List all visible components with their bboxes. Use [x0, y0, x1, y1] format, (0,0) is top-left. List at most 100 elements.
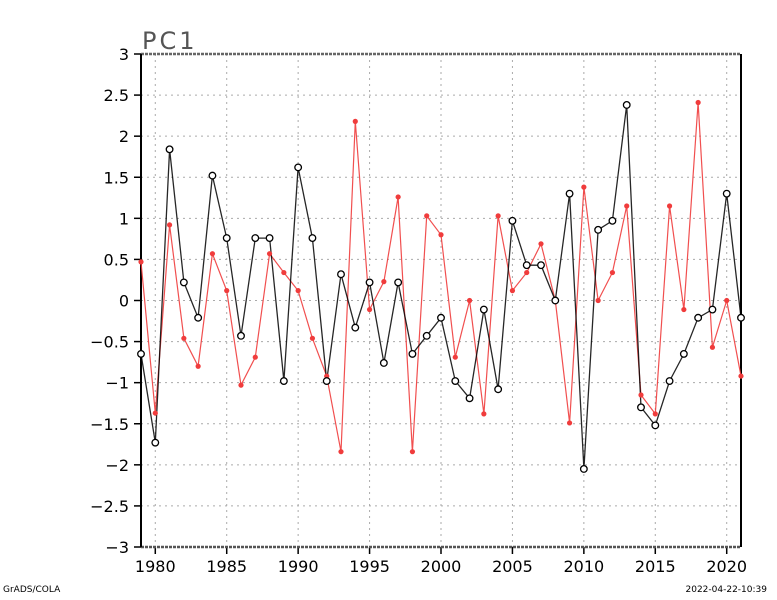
data-point-red	[266, 251, 273, 257]
data-point-black	[537, 261, 545, 270]
data-point-red	[452, 354, 458, 360]
data-point-black	[365, 278, 374, 287]
data-point-black	[279, 377, 288, 385]
data-point-red	[295, 288, 301, 294]
data-point-red	[466, 297, 473, 304]
data-point-black	[422, 331, 431, 340]
data-point-red	[681, 306, 687, 313]
grid	[141, 54, 741, 547]
data-point-black	[265, 234, 274, 243]
data-point-red	[666, 203, 673, 209]
data-point-red	[381, 279, 387, 285]
data-point-red	[481, 411, 487, 417]
data-point-red	[338, 449, 344, 455]
data-point-black	[394, 278, 403, 287]
data-point-red	[495, 213, 501, 219]
data-point-red	[509, 288, 516, 294]
data-point-red	[281, 269, 287, 276]
data-point-red	[695, 99, 701, 106]
x-tick-label: 1985	[206, 557, 247, 576]
data-point-black	[508, 216, 517, 225]
y-tick-label: 0	[119, 292, 129, 311]
data-point-black	[451, 377, 460, 385]
y-tick-label: −0.5	[90, 333, 129, 352]
data-point-black	[637, 403, 645, 412]
y-tick-label: −2	[105, 456, 129, 475]
y-tick-label: 2.5	[104, 86, 129, 105]
data-point-red	[395, 194, 401, 200]
data-point-black	[551, 296, 560, 305]
data-point-black	[308, 234, 317, 243]
data-point-black	[251, 234, 260, 243]
data-point-red	[238, 382, 244, 388]
x-tick-label: 2000	[421, 557, 462, 576]
data-point-red	[738, 373, 744, 379]
data-point-black	[594, 225, 603, 234]
data-point-black	[208, 171, 217, 180]
data-point-black	[222, 234, 231, 243]
data-point-black	[479, 305, 488, 314]
data-point-red	[581, 184, 587, 190]
y-tick-label: −1.5	[90, 415, 129, 434]
data-point-red	[166, 222, 173, 228]
y-tick-label: −2.5	[90, 497, 129, 516]
data-point-red	[181, 335, 187, 341]
data-point-red	[424, 213, 430, 219]
data-point-red	[638, 392, 644, 398]
data-point-black	[579, 464, 588, 473]
data-point-black	[337, 270, 345, 279]
y-tick-label: 0.5	[104, 250, 129, 269]
data-point-red	[224, 288, 230, 294]
series-markers	[137, 99, 745, 473]
data-point-red	[252, 354, 258, 360]
data-point-black	[437, 313, 445, 322]
data-point-black	[679, 349, 688, 358]
x-tick-label: 1995	[349, 557, 390, 576]
data-point-red	[609, 269, 616, 276]
data-point-black	[722, 189, 731, 198]
data-point-black	[665, 377, 674, 385]
footer-timestamp: 2022-04-22-10:39	[685, 585, 768, 595]
data-point-black	[194, 313, 203, 322]
data-point-red	[366, 306, 373, 313]
data-point-red	[724, 297, 730, 304]
data-point-red	[438, 232, 444, 238]
data-point-black	[565, 189, 574, 198]
footer-left: GrADS/COLA	[3, 585, 61, 595]
data-point-black	[522, 261, 531, 270]
data-point-black	[622, 100, 631, 109]
axes: −3 −2.5 −2 −1.5 −1 −0.5 0 0.5 1 1.5 2 2.5 3 1980 1985 1…	[90, 45, 747, 576]
data-point-black	[351, 323, 360, 332]
x-tick-label: 1980	[135, 557, 176, 576]
x-tick-label: 2020	[706, 557, 747, 576]
data-point-red	[595, 297, 601, 304]
data-point-black	[179, 278, 188, 287]
x-tick-label: 1990	[278, 557, 319, 576]
data-point-black	[608, 216, 617, 225]
data-point-black	[737, 313, 745, 322]
data-point-red	[709, 344, 716, 350]
data-point-red	[352, 118, 358, 124]
x-tick-label: 2005	[492, 557, 533, 576]
data-point-red	[538, 241, 544, 247]
data-point-black	[322, 377, 331, 385]
data-point-black	[651, 421, 660, 430]
data-point-red	[309, 335, 316, 341]
data-point-black	[708, 305, 717, 314]
data-point-black	[151, 438, 160, 447]
data-point-red	[409, 449, 416, 455]
data-point-black	[165, 145, 174, 154]
data-point-black	[237, 331, 245, 340]
y-tick-label: 2	[119, 127, 129, 146]
data-point-black	[137, 349, 145, 358]
data-point-black	[379, 358, 388, 367]
y-tick-label: 1	[119, 209, 129, 228]
data-point-red	[624, 203, 630, 209]
data-point-red	[524, 269, 530, 276]
data-point-black	[408, 349, 417, 358]
data-point-red	[195, 363, 201, 369]
chart-title: PC1	[142, 27, 198, 55]
data-point-red	[209, 251, 216, 257]
y-tick-label: −3	[105, 538, 129, 557]
